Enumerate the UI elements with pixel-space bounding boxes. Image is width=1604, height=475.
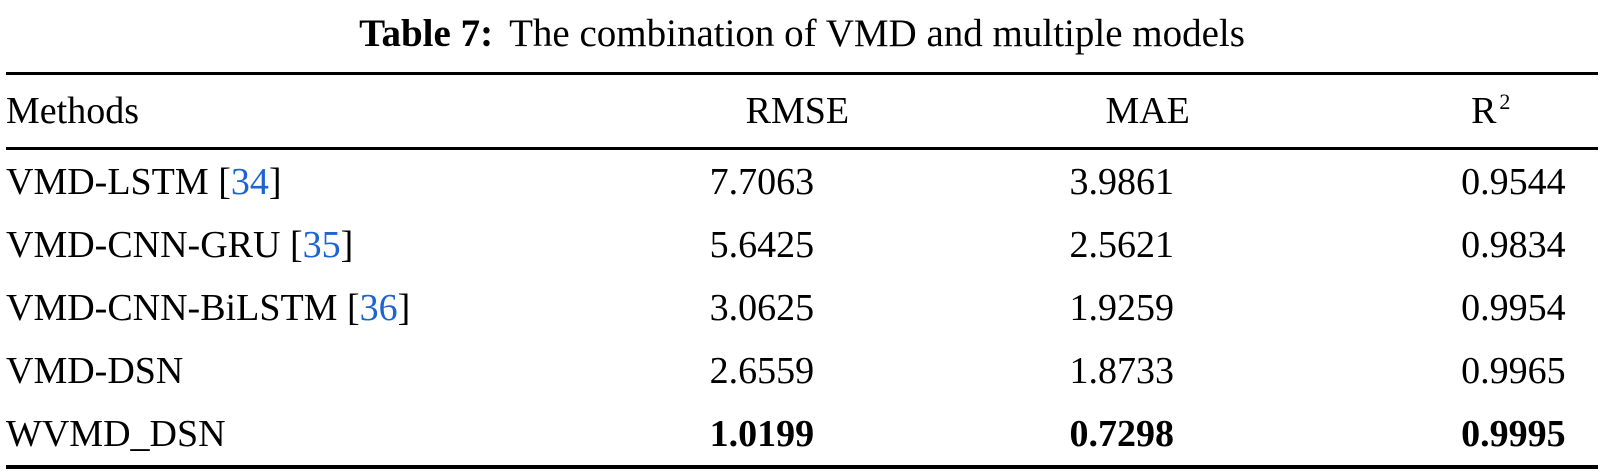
table-row: WVMD_DSN 1.0199 0.7298 0.9995 xyxy=(6,402,1598,467)
method-name: VMD-DSN xyxy=(6,349,184,392)
citation: [35] xyxy=(280,223,354,266)
r2-value: 0.9544 xyxy=(1461,160,1566,203)
mae-value: 1.9259 xyxy=(1069,286,1174,329)
method-cell: VMD-DSN xyxy=(6,339,710,402)
citation-link[interactable]: 36 xyxy=(359,286,398,329)
r2-base: R xyxy=(1471,90,1497,132)
citation-link[interactable]: 34 xyxy=(230,160,269,203)
r2-value: 0.9834 xyxy=(1461,223,1566,266)
citation-link[interactable]: 35 xyxy=(302,223,341,266)
r2-value: 0.9954 xyxy=(1461,286,1566,329)
column-header-rmse: RMSE xyxy=(745,90,850,132)
r2-value: 0.9965 xyxy=(1461,349,1566,392)
citation: [36] xyxy=(337,286,411,329)
mae-value: 0.7298 xyxy=(1069,412,1174,455)
method-name: VMD-LSTM xyxy=(6,160,209,203)
mae-value: 1.8733 xyxy=(1069,349,1174,392)
table-row: VMD-CNN-BiLSTM [36] 3.0625 1.9259 0.9954 xyxy=(6,276,1598,339)
table-row: VMD-LSTM [34] 7.7063 3.9861 0.9544 xyxy=(6,149,1598,214)
citation: [34] xyxy=(208,160,282,203)
column-header-methods: Methods xyxy=(6,90,139,132)
caption-text: The combination of VMD and multiple mode… xyxy=(509,12,1245,55)
table-body: VMD-LSTM [34] 7.7063 3.9861 0.9544 VMD-CNN-G… xyxy=(6,149,1598,468)
method-name: WVMD_DSN xyxy=(6,412,226,455)
table-row: VMD-CNN-GRU [35] 5.6425 2.5621 0.9834 xyxy=(6,213,1598,276)
method-name: VMD-CNN-BiLSTM xyxy=(6,286,338,329)
rmse-value: 1.0199 xyxy=(709,412,815,455)
rmse-value: 2.6559 xyxy=(709,349,815,392)
table-row: VMD-DSN 2.6559 1.8733 0.9965 xyxy=(6,339,1598,402)
column-header-mae: MAE xyxy=(1105,90,1190,132)
r2-value: 0.9995 xyxy=(1461,412,1566,455)
r2-superscript: 2 xyxy=(1499,89,1511,115)
method-cell: WVMD_DSN xyxy=(6,402,710,467)
method-cell: VMD-CNN-GRU [35] xyxy=(6,213,710,276)
rmse-value: 7.7063 xyxy=(709,160,815,203)
table-caption: Table 7: The combination of VMD and multi… xyxy=(0,0,1604,72)
mae-value: 2.5621 xyxy=(1069,223,1174,266)
method-cell: VMD-CNN-BiLSTM [36] xyxy=(6,276,710,339)
rmse-value: 3.0625 xyxy=(709,286,815,329)
method-cell: VMD-LSTM [34] xyxy=(6,149,710,214)
rmse-value: 5.6425 xyxy=(709,223,815,266)
method-name: VMD-CNN-GRU xyxy=(6,223,281,266)
mae-value: 3.9861 xyxy=(1069,160,1174,203)
caption-label: Table 7: xyxy=(359,12,494,55)
